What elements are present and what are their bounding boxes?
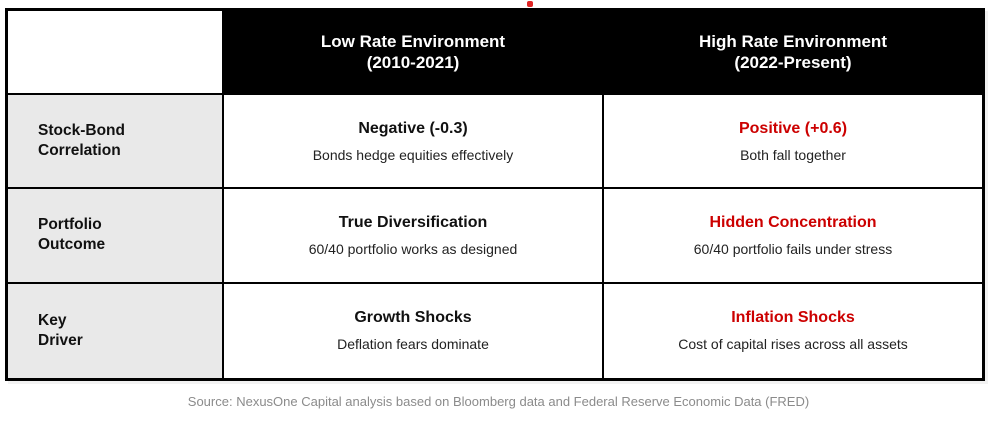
- cell-detail: Bonds hedge equities effectively: [312, 146, 514, 163]
- cell-correlation-low-rate: Negative (-0.3) Bonds hedge equities eff…: [224, 95, 604, 190]
- cell-outcome-low-rate: True Diversification 60/40 portfolio wor…: [224, 189, 604, 284]
- col-header-high-rate-environment: High Rate Environment (2022-Present): [604, 11, 982, 95]
- col-header-low-rate-environment: Low Rate Environment (2010-2021): [224, 11, 604, 95]
- cell-headline: Inflation Shocks: [731, 309, 855, 327]
- source-attribution: Source: NexusOne Capital analysis based …: [187, 394, 810, 409]
- rate-environment-comparison-table: Low Rate Environment (2010-2021) High Ra…: [5, 8, 985, 381]
- cell-driver-high-rate: Inflation Shocks Cost of capital rises a…: [604, 283, 982, 378]
- cell-detail: Cost of capital rises across all assets: [678, 336, 908, 353]
- cell-driver-low-rate: Growth Shocks Deflation fears dominate: [224, 283, 604, 378]
- cell-headline: Hidden Concentration: [709, 213, 877, 231]
- cell-headline: True Diversification: [338, 213, 488, 231]
- row-label-stock-bond-correlation: Stock-Bond Correlation: [8, 95, 224, 190]
- cell-outcome-high-rate: Hidden Concentration 60/40 portfolio fai…: [604, 189, 982, 284]
- row-label-portfolio-outcome: Portfolio Outcome: [8, 189, 224, 284]
- cell-detail: 60/40 portfolio works as designed: [308, 240, 518, 257]
- corner-empty-cell: [8, 11, 224, 95]
- row-label-key-driver: Key Driver: [8, 283, 224, 378]
- cell-correlation-high-rate: Positive (+0.6) Both fall together: [604, 95, 982, 190]
- cell-headline: Negative (-0.3): [358, 119, 468, 137]
- cell-headline: Growth Shocks: [354, 309, 472, 327]
- cell-detail: Deflation fears dominate: [337, 336, 489, 353]
- cell-headline: Positive (+0.6): [738, 119, 848, 137]
- cell-detail: 60/40 portfolio fails under stress: [693, 240, 893, 257]
- title-period-dot: [527, 1, 533, 7]
- cell-detail: Both fall together: [740, 146, 846, 163]
